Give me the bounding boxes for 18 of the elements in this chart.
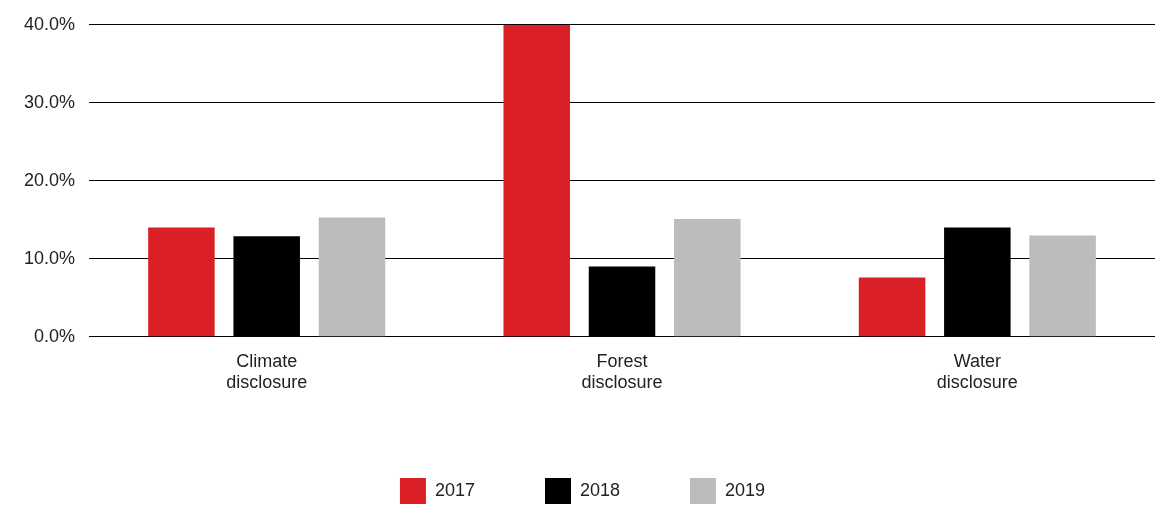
bar <box>148 227 215 337</box>
legend-label: 2017 <box>434 479 475 500</box>
bar <box>674 219 741 337</box>
x-tick-label: Water disclosure <box>936 350 1018 393</box>
x-tick-label: Forest disclosure <box>581 350 663 393</box>
y-tick-label: 10.0% <box>23 247 76 268</box>
x-tick-label: Climate disclosure <box>226 350 308 393</box>
y-tick-label: 40.0% <box>23 13 76 34</box>
bar <box>858 277 926 337</box>
bar <box>1029 235 1096 337</box>
y-tick-label: 20.0% <box>23 169 76 190</box>
legend-label: 2019 <box>725 479 766 500</box>
bar <box>503 24 570 337</box>
y-tick-label: 0.0% <box>34 325 76 346</box>
bar <box>588 266 656 337</box>
y-tick-label: 30.0% <box>23 91 76 112</box>
bar <box>318 217 386 337</box>
legend-label: 2018 <box>579 479 621 500</box>
